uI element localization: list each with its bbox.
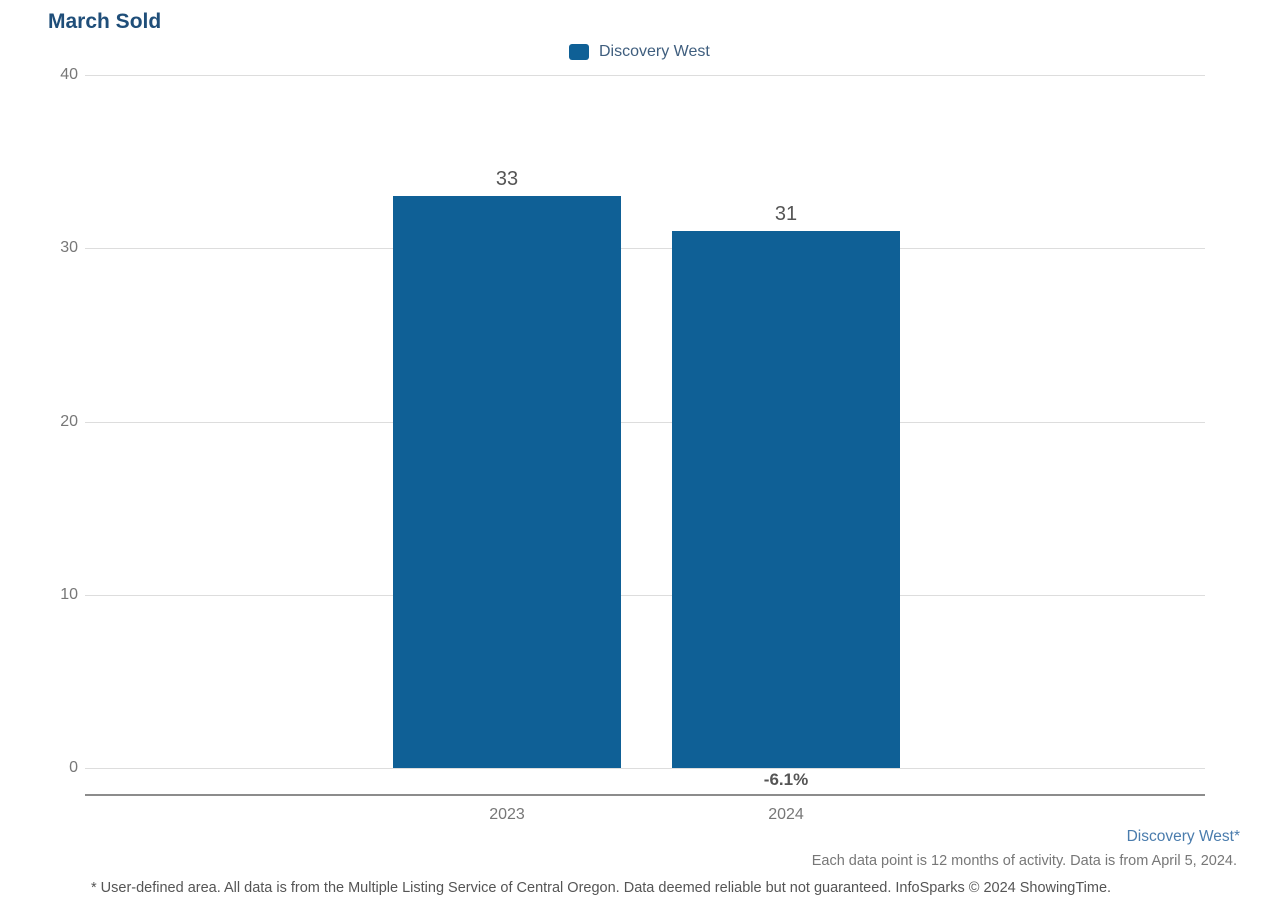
legend: Discovery West xyxy=(569,44,710,60)
value-label-2023: 33 xyxy=(495,168,519,191)
x-axis-line xyxy=(85,794,1205,796)
legend-swatch-icon xyxy=(569,44,589,60)
y-tick-label-40: 40 xyxy=(60,66,78,83)
y-tick-label-20: 20 xyxy=(60,412,78,430)
chart-title: March Sold xyxy=(48,10,162,33)
footer-footnote: * User-defined area. All data is from th… xyxy=(91,880,1112,896)
gridline-y-20 xyxy=(85,421,1205,423)
gridline-y-30 xyxy=(85,248,1205,250)
y-tick-label-0: 0 xyxy=(69,759,78,776)
gridline-y-0 xyxy=(85,768,1205,769)
footer-data-note: Each data point is 12 months of activity… xyxy=(811,853,1237,869)
legend-label: Discovery West xyxy=(599,43,710,60)
bar-2024[interactable] xyxy=(672,230,900,768)
change-label-2024: -6.1% xyxy=(763,770,809,789)
gridline-y-40 xyxy=(85,75,1205,76)
x-tick-label-2023: 2023 xyxy=(489,806,525,823)
footer-series-label: Discovery West* xyxy=(1126,828,1240,845)
bar-2023[interactable] xyxy=(393,196,621,768)
value-label-2024: 31 xyxy=(774,202,798,225)
x-tick-label-2024: 2024 xyxy=(768,806,804,823)
y-tick-label-10: 10 xyxy=(60,585,78,603)
y-tick-label-30: 30 xyxy=(60,239,78,257)
gridline-y-10 xyxy=(85,594,1205,596)
